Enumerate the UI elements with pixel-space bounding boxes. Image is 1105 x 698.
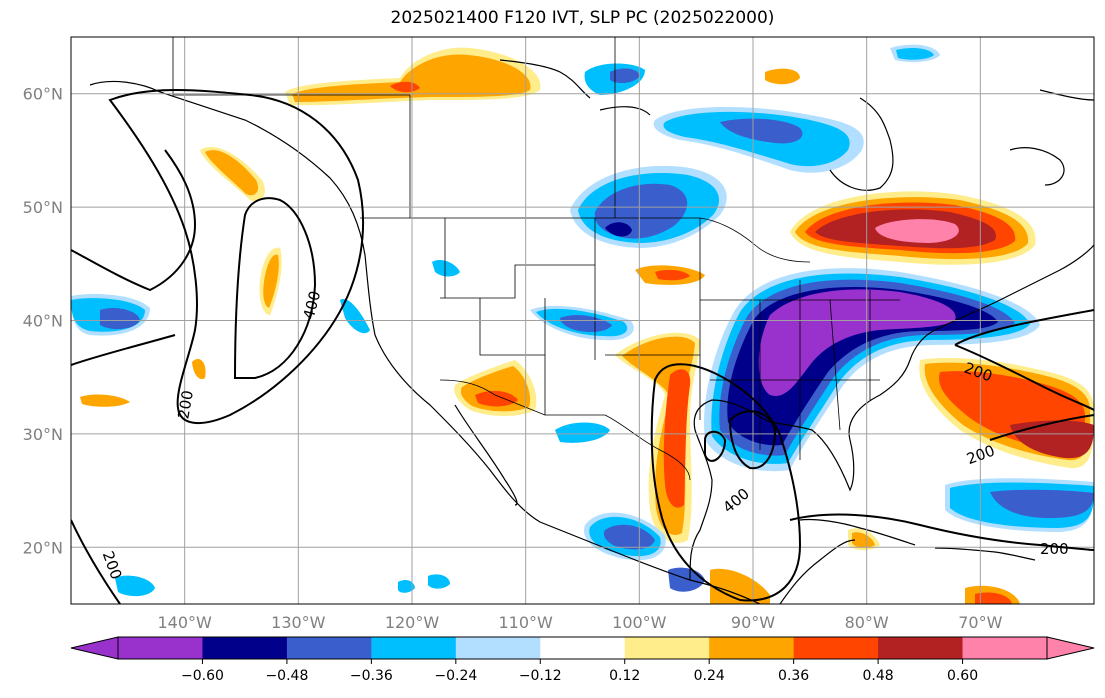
colorbar-swatch [371, 637, 457, 659]
lat-tick-label: 40°N [23, 312, 63, 331]
negative-anomaly-northern-plains [605, 222, 632, 237]
lon-tick-label: 80°W [845, 613, 889, 632]
positive-anomaly-arctic-small [765, 68, 800, 85]
positive-anomaly-great-lakes [875, 219, 959, 243]
colorbar-label: −0.24 [434, 668, 477, 684]
positive-anomaly-pacific-small [192, 358, 206, 380]
negative-anomaly-arctic-small [896, 47, 934, 60]
positive-anomaly-caribbean-small [710, 568, 770, 604]
colorbar: −0.60 −0.48 −0.36 −0.24 −0.12 0.12 0.24 0.36 0.4… [70, 636, 1095, 684]
negative-anomaly-idaho-small [432, 260, 460, 277]
colorbar-swatch [118, 637, 203, 659]
positive-anomaly-southwest [475, 390, 518, 407]
negative-anomaly-gulf-small [555, 422, 610, 443]
colorbar-swatch [202, 637, 288, 659]
negative-anomaly-pacific-west [100, 308, 140, 330]
colorbar-label: −0.60 [181, 668, 224, 684]
gridlines [71, 37, 1094, 604]
colorbar-label: −0.12 [519, 668, 562, 684]
lon-tick-label: 120°W [385, 613, 440, 632]
map-title: 2025021400 F120 IVT, SLP PC (2025022000) [390, 8, 775, 28]
map-area: 400 200 200 400 200 200 200 [71, 37, 1094, 604]
colorbar-frame [117, 636, 1048, 660]
colorbar-swatch [793, 637, 879, 659]
positive-anomaly-pacific-streak [205, 150, 259, 196]
lon-tick-label: 110°W [498, 613, 553, 632]
coastlines [89, 59, 1094, 604]
colorbar-swatch [540, 637, 626, 659]
longitude-ticks: 140°W 130°W 120°W 110°W 100°W 90°W 80°W 70°W [157, 613, 1002, 632]
lon-tick-label: 100°W [612, 613, 667, 632]
latitude-ticks: 20°N 30°N 40°N 50°N 60°N [23, 85, 63, 558]
positive-anomaly-atlantic [1010, 420, 1094, 459]
negative-anomaly-pacific-small [398, 580, 415, 593]
colorbar-label: 0.12 [609, 668, 640, 684]
colorbar-label: 0.24 [694, 668, 725, 684]
colorbar-label: −0.48 [265, 668, 308, 684]
positive-anomaly-caribbean-small [852, 532, 875, 548]
positive-anomaly-plains-small [655, 269, 690, 281]
colorbar-swatch [455, 637, 541, 659]
lat-tick-label: 60°N [23, 85, 63, 104]
colorbar-swatch [709, 637, 795, 659]
lon-tick-label: 70°W [958, 613, 1002, 632]
lon-tick-label: 90°W [731, 613, 775, 632]
negative-anomaly-pacific-coast-small [340, 299, 370, 334]
negative-anomaly-hudson-bay [720, 118, 803, 144]
lat-tick-label: 30°N [23, 425, 63, 444]
negative-anomaly-pacific-small [428, 574, 450, 589]
colorbar-over-arrow [1046, 636, 1095, 660]
colorbar-swatch [286, 637, 372, 659]
negative-anomaly-eastern-us [758, 289, 956, 396]
lon-tick-label: 140°W [157, 613, 212, 632]
colorbar-swatch [962, 637, 1048, 659]
slp-contours [71, 89, 1094, 604]
political-borders [172, 37, 900, 481]
positive-anomaly-pacific-streak [263, 254, 279, 308]
negative-anomaly-four-corners [560, 315, 612, 333]
negative-anomaly-caribbean [990, 489, 1094, 518]
negative-anomaly-mexico-pacific [603, 524, 655, 550]
negative-anomaly-arctic-small [610, 68, 640, 84]
lon-tick-label: 130°W [271, 613, 326, 632]
colorbar-swatch [624, 637, 710, 659]
colorbar-label: 0.60 [947, 668, 978, 684]
positive-anomaly-pacific-small [80, 394, 130, 407]
ivt-anomaly-shading [71, 44, 1094, 604]
positive-anomaly-pacific-band [292, 54, 531, 102]
colorbar-under-arrow [70, 636, 119, 660]
lat-tick-label: 50°N [23, 198, 63, 217]
contour-label: 200 [1040, 540, 1069, 558]
map-frame [70, 36, 1095, 605]
contour-label: 200 [174, 389, 197, 420]
colorbar-swatch [878, 637, 964, 659]
lat-tick-label: 20°N [23, 538, 63, 557]
positive-anomaly-caribbean-small [975, 592, 1012, 604]
negative-anomaly-pacific-small [115, 575, 155, 597]
colorbar-label: 0.48 [863, 668, 894, 684]
colorbar-label: 0.36 [778, 668, 809, 684]
positive-anomaly-gulf-ribbon [663, 369, 691, 508]
colorbar-label: −0.36 [350, 668, 393, 684]
